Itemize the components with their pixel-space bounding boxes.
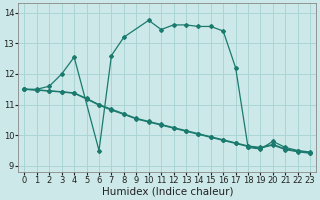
X-axis label: Humidex (Indice chaleur): Humidex (Indice chaleur) bbox=[101, 187, 233, 197]
